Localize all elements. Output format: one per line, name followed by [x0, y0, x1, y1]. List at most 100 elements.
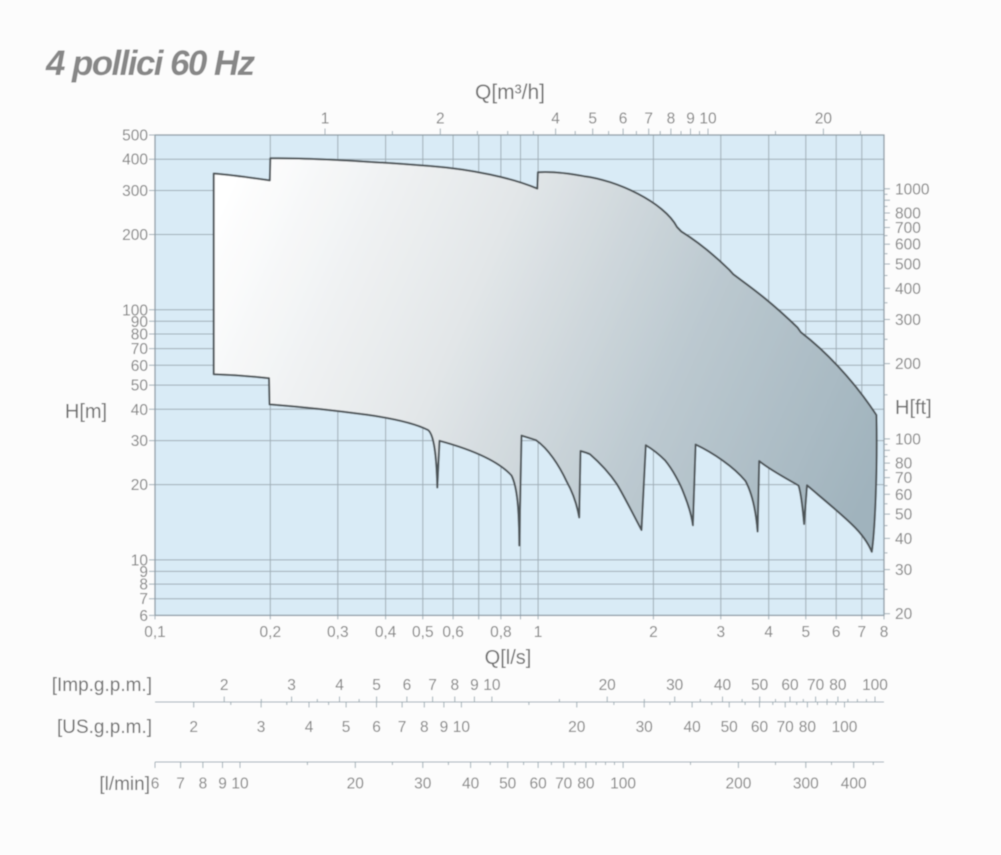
svg-text:9: 9	[218, 776, 227, 793]
svg-text:10: 10	[483, 677, 501, 694]
svg-text:Q[l/s]: Q[l/s]	[485, 647, 532, 669]
svg-text:50: 50	[499, 776, 517, 793]
svg-text:5: 5	[801, 624, 810, 641]
svg-text:5: 5	[372, 677, 381, 694]
svg-text:0,1: 0,1	[144, 624, 166, 641]
svg-text:5: 5	[588, 111, 597, 128]
svg-text:H[ft]: H[ft]	[895, 397, 932, 419]
svg-text:6: 6	[139, 608, 148, 625]
svg-text:0,6: 0,6	[442, 624, 464, 641]
svg-text:50: 50	[721, 719, 739, 736]
svg-text:7: 7	[398, 719, 407, 736]
svg-text:3: 3	[287, 677, 296, 694]
svg-text:4 pollici 60 Hz: 4 pollici 60 Hz	[45, 44, 256, 83]
svg-text:8: 8	[139, 577, 148, 594]
svg-text:40: 40	[714, 677, 732, 694]
svg-text:400: 400	[895, 281, 921, 298]
svg-text:200: 200	[122, 227, 148, 244]
svg-text:400: 400	[841, 776, 867, 793]
svg-text:[Imp.g.p.m.]: [Imp.g.p.m.]	[52, 675, 152, 696]
svg-text:7: 7	[428, 677, 437, 694]
svg-text:3: 3	[716, 624, 725, 641]
svg-text:0,2: 0,2	[260, 624, 282, 641]
svg-text:70: 70	[131, 341, 149, 358]
svg-text:80: 80	[577, 776, 595, 793]
svg-text:80: 80	[799, 719, 817, 736]
svg-text:[l/min]: [l/min]	[99, 774, 150, 795]
svg-text:60: 60	[781, 677, 799, 694]
svg-text:6: 6	[403, 677, 412, 694]
svg-text:6: 6	[151, 776, 160, 793]
svg-text:100: 100	[895, 431, 921, 448]
svg-text:40: 40	[131, 402, 149, 419]
svg-text:60: 60	[751, 719, 769, 736]
svg-text:80: 80	[131, 327, 149, 344]
svg-text:80: 80	[829, 677, 847, 694]
svg-text:2: 2	[189, 719, 198, 736]
svg-text:8: 8	[199, 776, 208, 793]
svg-text:[US.g.p.m.]: [US.g.p.m.]	[57, 717, 152, 738]
svg-text:4: 4	[335, 677, 344, 694]
svg-text:20: 20	[131, 477, 149, 494]
svg-text:20: 20	[815, 111, 833, 128]
svg-text:5: 5	[342, 719, 351, 736]
svg-text:500: 500	[895, 257, 921, 274]
svg-text:50: 50	[131, 378, 149, 395]
svg-text:2: 2	[649, 624, 658, 641]
svg-text:300: 300	[793, 776, 819, 793]
svg-text:20: 20	[347, 776, 365, 793]
svg-text:300: 300	[122, 183, 148, 200]
svg-text:70: 70	[555, 776, 573, 793]
svg-text:0,8: 0,8	[490, 624, 512, 641]
svg-text:4: 4	[551, 111, 560, 128]
svg-text:100: 100	[610, 776, 636, 793]
svg-text:8: 8	[667, 111, 676, 128]
svg-text:9: 9	[440, 719, 449, 736]
svg-text:9: 9	[470, 677, 479, 694]
svg-text:H[m]: H[m]	[65, 401, 107, 423]
svg-text:3: 3	[257, 719, 266, 736]
svg-text:70: 70	[895, 470, 913, 487]
svg-text:1000: 1000	[895, 181, 930, 198]
svg-text:100: 100	[862, 677, 888, 694]
svg-text:6: 6	[619, 111, 628, 128]
svg-text:30: 30	[636, 719, 654, 736]
svg-text:70: 70	[807, 677, 825, 694]
svg-text:60: 60	[529, 776, 547, 793]
svg-text:100: 100	[122, 302, 148, 319]
svg-text:20: 20	[895, 606, 913, 623]
svg-text:300: 300	[895, 312, 921, 329]
svg-text:9: 9	[139, 564, 148, 581]
svg-text:700: 700	[895, 220, 921, 237]
svg-text:60: 60	[895, 487, 913, 504]
svg-text:0,3: 0,3	[327, 624, 349, 641]
svg-text:40: 40	[462, 776, 480, 793]
svg-text:2: 2	[436, 111, 445, 128]
svg-text:80: 80	[895, 456, 913, 473]
svg-text:90: 90	[131, 314, 149, 331]
svg-text:8: 8	[880, 624, 889, 641]
svg-text:30: 30	[131, 433, 149, 450]
svg-text:9: 9	[686, 111, 695, 128]
svg-text:50: 50	[895, 507, 913, 524]
svg-text:20: 20	[568, 719, 586, 736]
svg-text:8: 8	[420, 719, 429, 736]
svg-text:40: 40	[895, 531, 913, 548]
svg-text:10: 10	[699, 111, 717, 128]
svg-text:7: 7	[644, 111, 653, 128]
svg-text:200: 200	[895, 356, 921, 373]
svg-text:1: 1	[534, 624, 543, 641]
svg-text:500: 500	[122, 128, 148, 145]
svg-text:0,4: 0,4	[375, 624, 397, 641]
svg-text:50: 50	[751, 677, 769, 694]
svg-text:4: 4	[305, 719, 314, 736]
svg-text:800: 800	[895, 206, 921, 223]
svg-text:100: 100	[832, 719, 858, 736]
svg-text:7: 7	[857, 624, 866, 641]
svg-text:30: 30	[666, 677, 684, 694]
svg-text:20: 20	[599, 677, 617, 694]
svg-text:10: 10	[231, 776, 249, 793]
svg-text:2: 2	[220, 677, 229, 694]
svg-text:400: 400	[122, 152, 148, 169]
svg-text:6: 6	[372, 719, 381, 736]
